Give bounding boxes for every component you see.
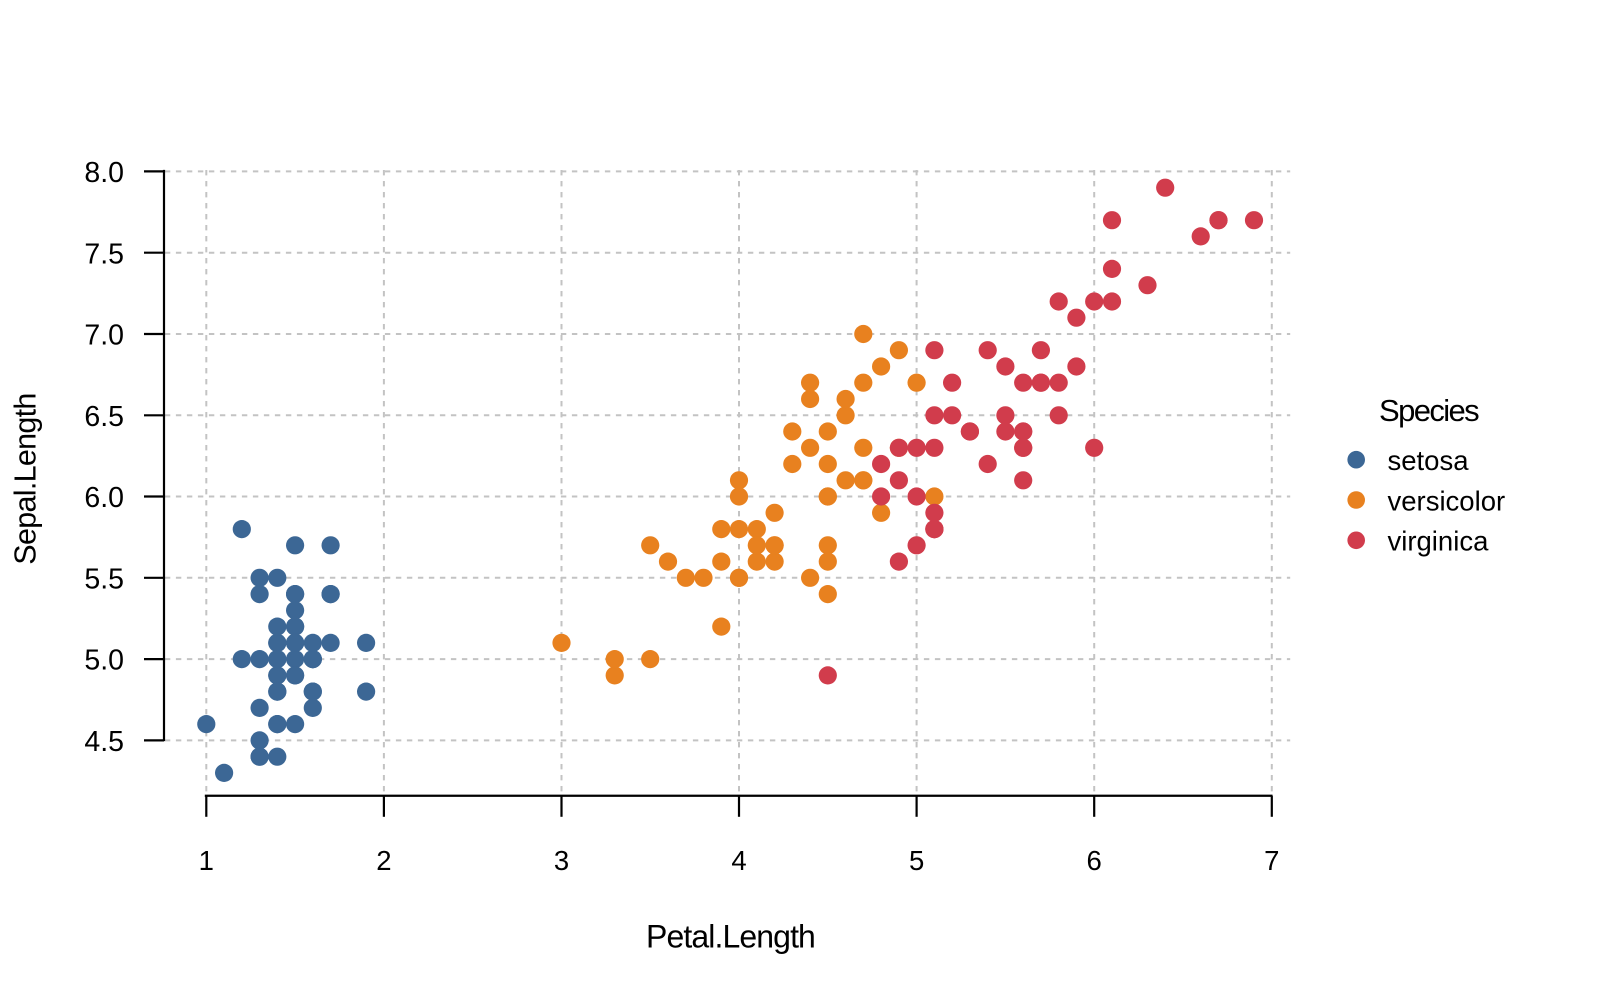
svg-text:7.5: 7.5 bbox=[84, 238, 124, 270]
svg-text:2: 2 bbox=[376, 845, 391, 876]
svg-text:6.0: 6.0 bbox=[84, 482, 124, 514]
svg-text:setosa: setosa bbox=[1388, 445, 1470, 476]
svg-text:3: 3 bbox=[554, 845, 569, 876]
svg-text:Species: Species bbox=[1379, 393, 1479, 428]
svg-text:versicolor: versicolor bbox=[1388, 485, 1506, 516]
svg-text:1: 1 bbox=[199, 845, 214, 876]
svg-text:5: 5 bbox=[909, 845, 924, 876]
svg-text:6: 6 bbox=[1087, 845, 1102, 876]
svg-text:7: 7 bbox=[1264, 845, 1279, 876]
svg-text:5.0: 5.0 bbox=[84, 645, 124, 677]
svg-text:4: 4 bbox=[731, 845, 746, 876]
svg-text:8.0: 8.0 bbox=[84, 157, 124, 189]
svg-text:Petal.Length: Petal.Length bbox=[646, 919, 815, 955]
svg-text:virginica: virginica bbox=[1388, 526, 1490, 557]
svg-text:6.5: 6.5 bbox=[84, 401, 124, 433]
svg-text:Sepal.Length: Sepal.Length bbox=[9, 393, 43, 564]
svg-text:5.5: 5.5 bbox=[84, 563, 124, 595]
svg-text:4.5: 4.5 bbox=[84, 726, 124, 758]
svg-text:7.0: 7.0 bbox=[84, 320, 124, 352]
